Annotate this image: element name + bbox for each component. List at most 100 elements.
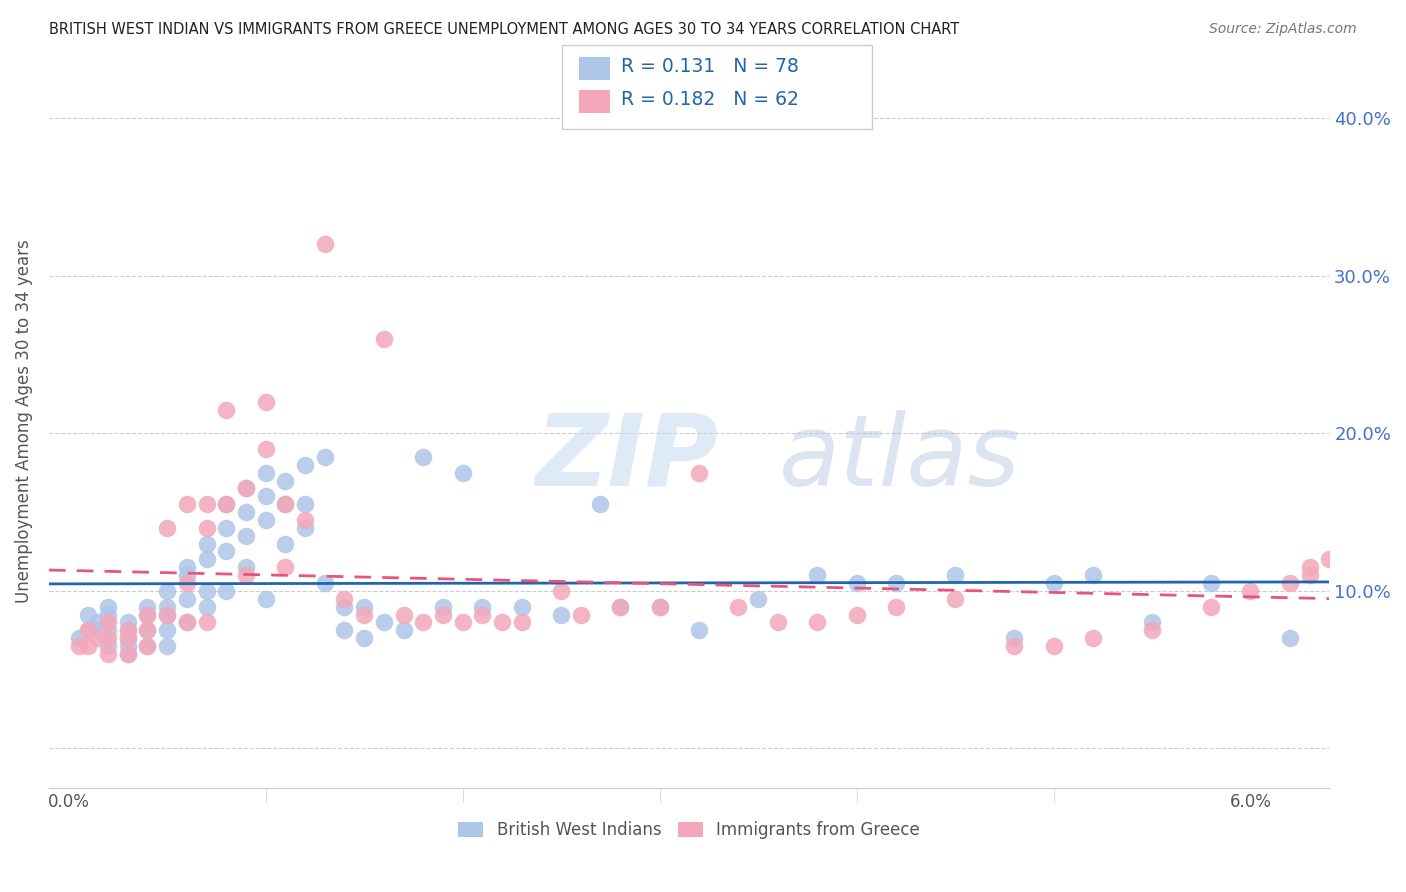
Point xyxy=(136,624,159,638)
Point xyxy=(215,521,238,535)
Point xyxy=(1278,631,1301,645)
Point xyxy=(195,536,218,550)
Point xyxy=(688,624,710,638)
Point xyxy=(884,599,907,614)
Point xyxy=(274,474,297,488)
Text: ZIP: ZIP xyxy=(536,409,718,507)
Point xyxy=(845,607,868,622)
Point xyxy=(176,615,198,630)
Point xyxy=(471,607,494,622)
Point xyxy=(195,552,218,566)
Point xyxy=(314,576,336,591)
Point xyxy=(235,482,257,496)
Point xyxy=(67,639,90,653)
Point xyxy=(97,615,120,630)
Point xyxy=(156,624,179,638)
Point xyxy=(550,607,572,622)
Point xyxy=(373,332,395,346)
Point xyxy=(274,497,297,511)
Point xyxy=(235,482,257,496)
Point xyxy=(806,568,828,582)
Point xyxy=(550,583,572,598)
Point xyxy=(176,568,198,582)
Legend: British West Indians, Immigrants from Greece: British West Indians, Immigrants from Gr… xyxy=(451,814,927,846)
Point xyxy=(294,513,316,527)
Point xyxy=(176,615,198,630)
Point xyxy=(254,466,277,480)
Point xyxy=(195,497,218,511)
Y-axis label: Unemployment Among Ages 30 to 34 years: Unemployment Among Ages 30 to 34 years xyxy=(15,240,32,603)
Point xyxy=(353,599,375,614)
Point xyxy=(156,639,179,653)
Point xyxy=(77,607,100,622)
Point xyxy=(235,560,257,574)
Point xyxy=(943,591,966,606)
Point xyxy=(1081,631,1104,645)
Point xyxy=(1140,624,1163,638)
Point xyxy=(1140,615,1163,630)
Point xyxy=(156,521,179,535)
Point xyxy=(117,624,139,638)
Text: Source: ZipAtlas.com: Source: ZipAtlas.com xyxy=(1209,22,1357,37)
Point xyxy=(215,544,238,558)
Point xyxy=(510,615,533,630)
Point xyxy=(176,560,198,574)
Point xyxy=(1002,639,1025,653)
Point xyxy=(451,615,474,630)
Text: BRITISH WEST INDIAN VS IMMIGRANTS FROM GREECE UNEMPLOYMENT AMONG AGES 30 TO 34 Y: BRITISH WEST INDIAN VS IMMIGRANTS FROM G… xyxy=(49,22,959,37)
Point xyxy=(274,497,297,511)
Point xyxy=(609,599,631,614)
Point xyxy=(609,599,631,614)
Point xyxy=(471,599,494,614)
Point xyxy=(136,624,159,638)
Point xyxy=(77,624,100,638)
Point xyxy=(87,631,110,645)
Point xyxy=(333,591,356,606)
Point xyxy=(97,639,120,653)
Point xyxy=(314,237,336,252)
Point xyxy=(97,599,120,614)
Point xyxy=(117,647,139,661)
Point xyxy=(156,607,179,622)
Point xyxy=(1081,568,1104,582)
Point xyxy=(97,607,120,622)
Point xyxy=(215,402,238,417)
Point xyxy=(136,639,159,653)
Point xyxy=(77,639,100,653)
Point xyxy=(77,624,100,638)
Point xyxy=(215,497,238,511)
Point xyxy=(589,497,612,511)
Point xyxy=(1199,599,1222,614)
Text: R = 0.182   N = 62: R = 0.182 N = 62 xyxy=(621,90,800,110)
Point xyxy=(254,394,277,409)
Point xyxy=(1298,560,1320,574)
Point xyxy=(117,624,139,638)
Point xyxy=(67,631,90,645)
Point xyxy=(432,599,454,614)
Point xyxy=(136,607,159,622)
Text: R = 0.131   N = 78: R = 0.131 N = 78 xyxy=(621,57,800,77)
Point xyxy=(117,639,139,653)
Point xyxy=(87,615,110,630)
Point xyxy=(136,607,159,622)
Point xyxy=(491,615,513,630)
Point xyxy=(1199,576,1222,591)
Point xyxy=(254,442,277,456)
Point xyxy=(156,599,179,614)
Point xyxy=(97,647,120,661)
Point xyxy=(333,599,356,614)
Point xyxy=(117,631,139,645)
Point xyxy=(1002,631,1025,645)
Point xyxy=(294,497,316,511)
Point xyxy=(117,615,139,630)
Point xyxy=(274,560,297,574)
Point xyxy=(235,529,257,543)
Point xyxy=(727,599,749,614)
Point xyxy=(569,607,592,622)
Point xyxy=(294,521,316,535)
Point xyxy=(176,497,198,511)
Point xyxy=(176,591,198,606)
Point xyxy=(353,607,375,622)
Point xyxy=(1042,576,1064,591)
Point xyxy=(373,615,395,630)
